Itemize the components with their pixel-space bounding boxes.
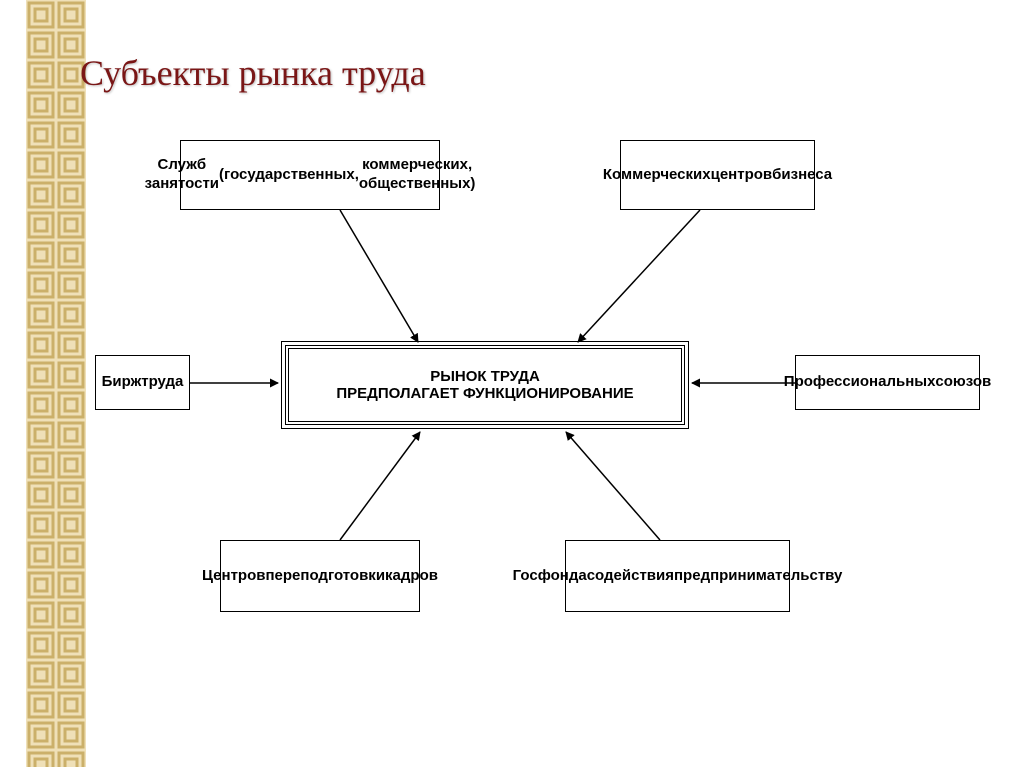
slide: { "title": { "text": "Субъекты рынка тру…	[0, 0, 1024, 767]
node-top-left: Служб занятости(государственных,коммерче…	[180, 140, 440, 210]
center-line1: РЫНОК ТРУДА	[336, 368, 633, 385]
node-top-right: Коммерческихцентровбизнеса	[620, 140, 815, 210]
page-title: Субъекты рынка труда	[80, 52, 426, 94]
node-bottom-left: Центровпереподготовкикадров	[220, 540, 420, 612]
node-bottom-right: Госфондасодействияпредпринимательству	[565, 540, 790, 612]
decorative-band	[26, 0, 86, 767]
center-node: РЫНОК ТРУДА ПРЕДПОЛАГАЕТ ФУНКЦИОНИРОВАНИ…	[285, 345, 685, 425]
node-left: Биржтруда	[95, 355, 190, 410]
node-right: Профессиональныхсоюзов	[795, 355, 980, 410]
center-line2: ПРЕДПОЛАГАЕТ ФУНКЦИОНИРОВАНИЕ	[336, 385, 633, 402]
